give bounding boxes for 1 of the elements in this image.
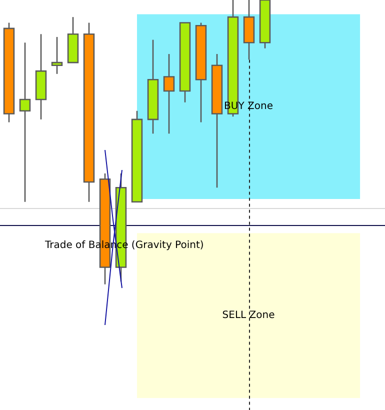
band-label: SELL Zone <box>222 310 275 322</box>
